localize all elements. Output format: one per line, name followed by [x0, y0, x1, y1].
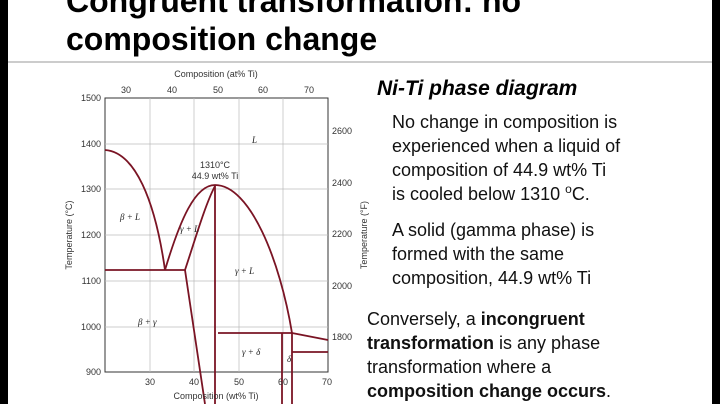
bottom-tick: 70: [322, 377, 332, 387]
region-label: γ + L: [180, 224, 199, 234]
text-line: composition of 44.9 wt% Ti: [392, 160, 606, 180]
right-tick: 2400: [332, 178, 352, 188]
text-run: is any phase: [494, 333, 600, 353]
bold-run: incongruent: [481, 309, 585, 329]
text-line: composition, 44.9 wt% Ti: [392, 268, 591, 288]
left-tick: 1100: [82, 276, 101, 286]
right-tick: 2000: [332, 281, 352, 291]
region-label: L: [251, 135, 257, 145]
region-label: δ: [287, 354, 292, 364]
left-axis-label: Temperature (°C): [64, 200, 74, 269]
heading: Ni-Ti phase diagram: [377, 77, 577, 100]
left-tick: 1400: [81, 139, 101, 149]
left-tick: 1500: [81, 93, 101, 103]
text-line: composition change occurs.: [367, 381, 611, 401]
top-tick: 30: [121, 85, 131, 95]
title-line: Congruent transformation: no: [66, 0, 521, 19]
text-line: formed with the same: [392, 244, 564, 264]
left-tick: 1200: [81, 230, 101, 240]
bottom-tick: 50: [234, 377, 244, 387]
bottom-axis-label: Composition (wt% Ti): [173, 391, 258, 401]
text-line: is cooled below 1310 oC.: [392, 182, 590, 204]
text-line: transformation where a: [367, 357, 552, 377]
annotation: 44.9 wt% Ti: [192, 171, 239, 181]
region-label: γ + δ: [242, 347, 261, 357]
text-line: A solid (gamma phase) is: [392, 220, 594, 240]
top-tick: 40: [167, 85, 177, 95]
paragraph: A solid (gamma phase) is formed with the…: [392, 220, 594, 288]
text-line: Conversely, a incongruent: [367, 309, 585, 329]
phase-boundaries: [104, 149, 329, 404]
text-line: transformation is any phase: [367, 333, 600, 353]
left-tick: 1000: [81, 322, 101, 332]
text-line: No change in composition is: [392, 112, 617, 132]
top-axis-label: Composition (at% Ti): [174, 69, 258, 79]
bottom-tick: 30: [145, 377, 155, 387]
right-tick: 2200: [332, 229, 352, 239]
top-tick: 70: [304, 85, 314, 95]
text-run: .: [606, 381, 611, 401]
phase-diagram: Composition (at% Ti) 30 40 50 60 70 30 4…: [64, 69, 369, 404]
bottom-tick: 60: [278, 377, 288, 387]
left-tick: 1300: [81, 184, 101, 194]
paragraph: No change in composition is experienced …: [392, 112, 621, 204]
bold-run: transformation: [367, 333, 494, 353]
right-tick: 2600: [332, 126, 352, 136]
right-axis-label: Temperature (°F): [359, 201, 369, 269]
superscript: o: [565, 182, 572, 196]
text-run: Conversely, a: [367, 309, 481, 329]
right-tick: 1800: [332, 332, 352, 342]
text-line: experienced when a liquid of: [392, 136, 621, 156]
text-run: is cooled below 1310: [392, 184, 565, 204]
bottom-tick: 40: [189, 377, 199, 387]
title-line: composition change: [66, 21, 377, 57]
bold-run: composition change occurs: [367, 381, 606, 401]
top-tick: 60: [258, 85, 268, 95]
paragraph: Conversely, a incongruent transformation…: [367, 309, 611, 401]
annotation: 1310°C: [200, 160, 231, 170]
left-tick: 900: [86, 367, 101, 377]
region-label: γ + L: [235, 266, 254, 276]
text-run: C.: [572, 184, 590, 204]
region-label: β + γ: [137, 317, 157, 327]
top-tick: 50: [213, 85, 223, 95]
region-label: β + L: [119, 212, 140, 222]
